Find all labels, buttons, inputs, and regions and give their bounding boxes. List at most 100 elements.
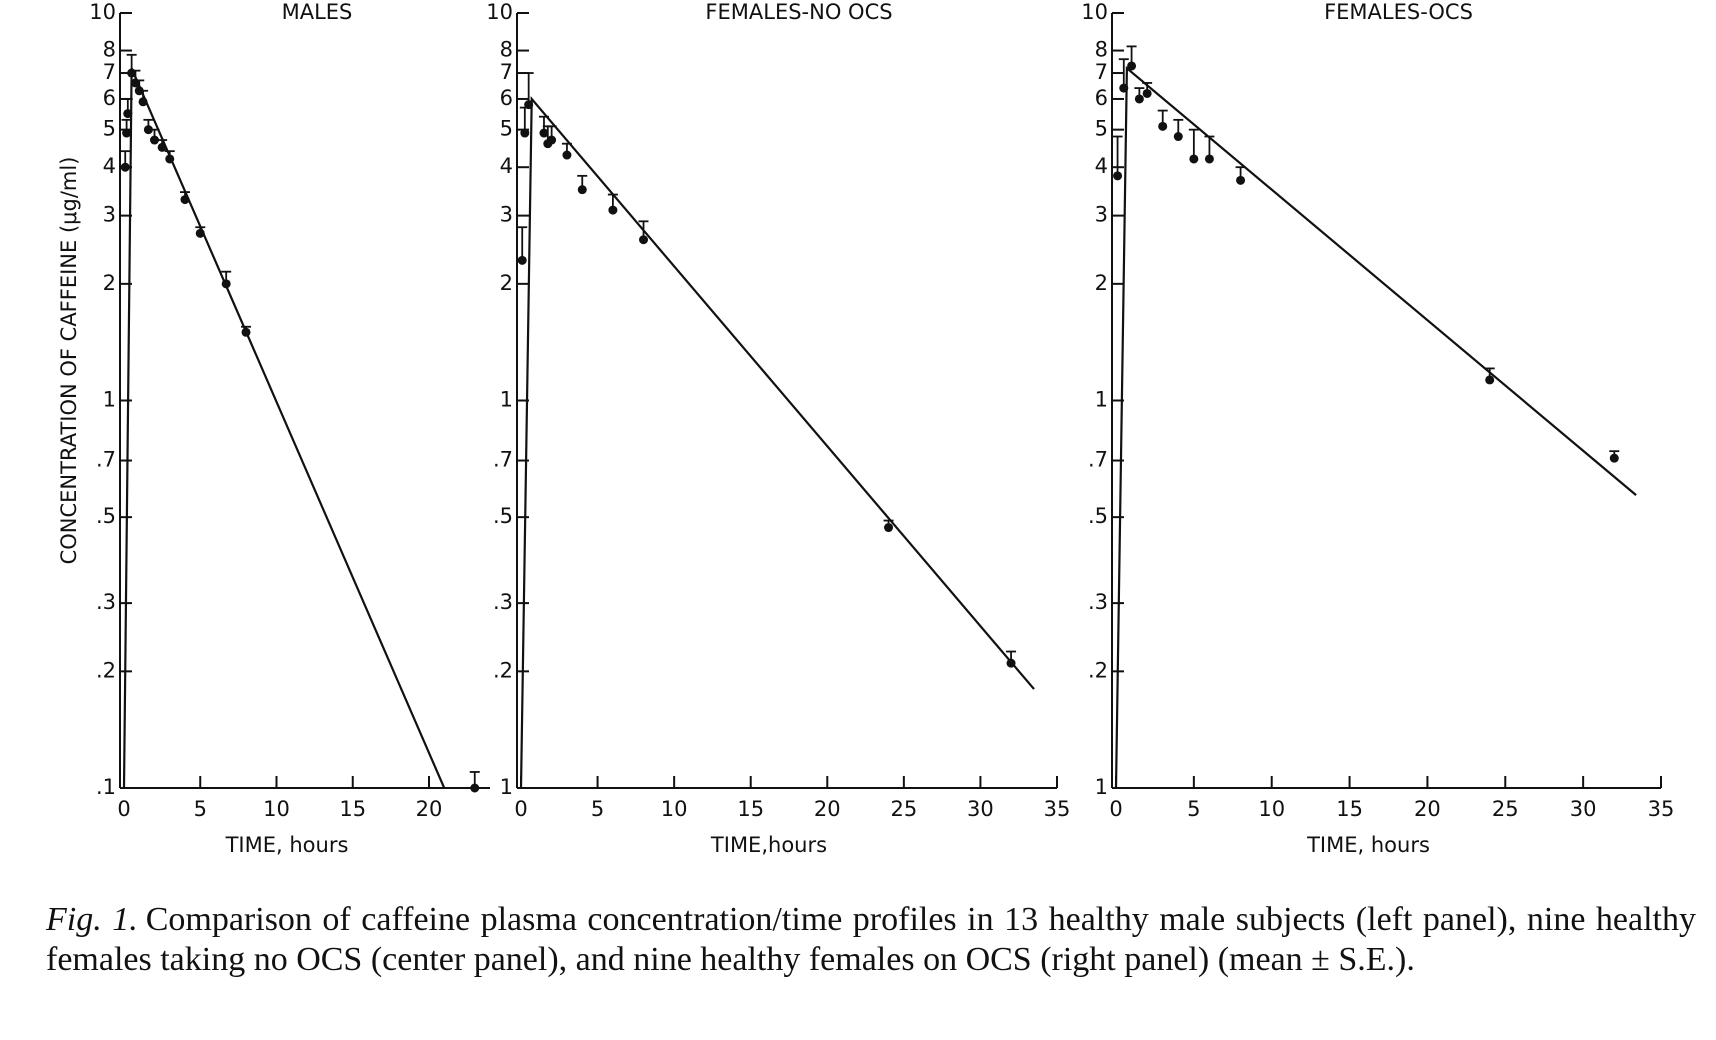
- y-axis-label: CONCENTRATION OF CAFFEINE (μg/ml): [57, 157, 81, 565]
- y-tick-label: .1: [96, 775, 116, 799]
- x-tick-label: 5: [591, 797, 604, 821]
- fit-line: [519, 96, 1035, 789]
- y-tick-label: 6: [500, 86, 513, 110]
- x-tick-label: 5: [194, 797, 207, 821]
- y-tick-label: .2: [96, 658, 116, 682]
- x-tick-label: 20: [814, 797, 841, 821]
- y-tick-label: 1: [500, 775, 513, 799]
- caption-label: Fig. 1.: [46, 901, 138, 938]
- x-tick-label: 10: [263, 797, 290, 821]
- y-tick-label: 2: [1095, 271, 1108, 295]
- x-tick-label: 25: [890, 797, 917, 821]
- y-tick-label: 1: [103, 388, 116, 412]
- data-point: [1204, 154, 1214, 164]
- y-tick-label: .2: [493, 658, 513, 682]
- data-point: [1113, 171, 1123, 181]
- data-point: [150, 135, 159, 145]
- x-axis-label: TIME, hours: [225, 833, 349, 857]
- data-point: [1142, 88, 1152, 98]
- data-point: [120, 162, 130, 172]
- y-tick-label: .7: [96, 448, 116, 472]
- data-point: [157, 142, 167, 152]
- y-tick-label: 6: [1095, 86, 1108, 110]
- y-tick-label: 8: [1095, 38, 1108, 62]
- data-point: [1189, 154, 1199, 164]
- y-tick-label: .5: [1088, 504, 1108, 528]
- y-tick-label: 8: [103, 38, 116, 62]
- x-tick-label: 20: [416, 797, 443, 821]
- y-tick-label: 4: [1095, 154, 1108, 178]
- data-point: [639, 235, 649, 245]
- x-tick-label: 5: [1187, 797, 1200, 821]
- data-point: [1609, 453, 1619, 463]
- fit-line: [1114, 65, 1637, 789]
- data-point: [562, 150, 572, 160]
- caption-text: Comparison of caffeine plasma concentrat…: [46, 901, 1696, 978]
- y-tick-label: .3: [1088, 590, 1108, 614]
- data-point: [1006, 658, 1016, 668]
- data-point: [195, 228, 205, 238]
- y-tick-label: 7: [103, 60, 116, 84]
- y-tick-label: 10: [89, 0, 116, 24]
- data-point: [608, 205, 618, 215]
- data-point: [165, 154, 175, 164]
- y-tick-label: 4: [103, 154, 116, 178]
- y-tick-label: 1: [1095, 388, 1108, 412]
- x-axis-label: TIME, hours: [1306, 833, 1430, 857]
- data-point: [138, 97, 148, 107]
- x-tick-label: 0: [117, 797, 130, 821]
- x-tick-label: 30: [967, 797, 994, 821]
- y-tick-label: 10: [486, 0, 513, 24]
- data-point: [577, 185, 587, 195]
- chart-title: FEMALES-NO OCS: [705, 0, 892, 24]
- data-point: [1119, 83, 1129, 93]
- y-tick-label: 3: [103, 203, 116, 227]
- data-point: [143, 125, 153, 135]
- x-tick-label: 20: [1414, 797, 1441, 821]
- data-point: [241, 327, 251, 337]
- data-point: [520, 128, 530, 138]
- y-tick-label: 5: [1095, 117, 1108, 141]
- data-point: [1485, 375, 1495, 385]
- y-tick-label: 3: [1095, 203, 1108, 227]
- y-tick-label: 5: [500, 117, 513, 141]
- y-tick-label: 5: [103, 117, 116, 141]
- y-tick-label: .7: [1088, 448, 1108, 472]
- data-point: [517, 255, 527, 265]
- y-tick-label: 7: [1095, 60, 1108, 84]
- x-tick-label: 30: [1570, 797, 1597, 821]
- x-axis-label: TIME,hours: [710, 833, 827, 857]
- data-point: [1127, 61, 1137, 71]
- y-tick-label: 4: [500, 154, 513, 178]
- y-tick-label: 3: [500, 203, 513, 227]
- fit-line: [122, 67, 446, 789]
- data-point: [1236, 175, 1246, 185]
- data-point: [180, 195, 190, 205]
- x-tick-label: 25: [1492, 797, 1519, 821]
- y-tick-label: 8: [500, 38, 513, 62]
- x-tick-label: 15: [339, 797, 366, 821]
- x-tick-label: 15: [1336, 797, 1363, 821]
- data-point: [1173, 132, 1183, 142]
- data-point: [221, 279, 231, 289]
- y-tick-label: .3: [96, 590, 116, 614]
- x-tick-label: 10: [1258, 797, 1285, 821]
- data-point: [524, 100, 534, 110]
- data-point: [539, 128, 549, 138]
- chart-title: FEMALES-OCS: [1324, 0, 1473, 24]
- chart-title: MALES: [282, 0, 353, 24]
- data-point: [884, 523, 894, 533]
- data-point: [1134, 94, 1144, 104]
- data-point: [123, 109, 133, 119]
- data-point: [547, 135, 557, 145]
- y-tick-label: .7: [493, 448, 513, 472]
- y-tick-label: .5: [493, 504, 513, 528]
- x-tick-label: 15: [737, 797, 764, 821]
- caption: Fig. 1. Comparison of caffeine plasma con…: [46, 900, 1696, 980]
- y-tick-label: 1: [1095, 775, 1108, 799]
- y-tick-label: 1: [500, 388, 513, 412]
- x-tick-label: 35: [1648, 797, 1675, 821]
- y-tick-label: .3: [493, 590, 513, 614]
